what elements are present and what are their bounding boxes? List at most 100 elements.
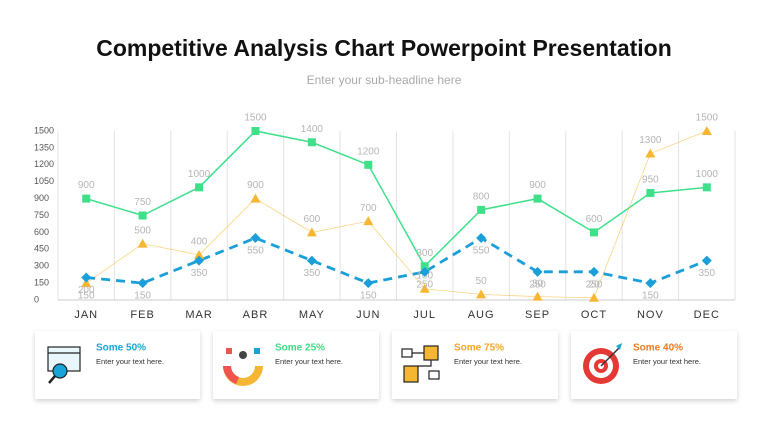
marker (251, 127, 260, 135)
marker (250, 233, 261, 244)
data-label: 800 (473, 192, 490, 203)
data-label: 1000 (188, 169, 211, 180)
x-tick-label: MAR (185, 309, 212, 321)
data-label: 900 (247, 180, 264, 191)
marker (476, 233, 487, 244)
marker (419, 283, 430, 293)
marker (477, 205, 486, 214)
data-label: 400 (191, 237, 208, 248)
marker (701, 126, 712, 135)
marker (420, 262, 429, 271)
y-tick-label: 300 (34, 261, 49, 271)
data-label: 1000 (696, 169, 719, 180)
data-label: 600 (304, 214, 321, 225)
card-text: Enter your text here. (96, 357, 164, 366)
icon (223, 348, 263, 386)
series-line (86, 236, 708, 285)
data-label: 900 (78, 180, 95, 191)
data-label: 600 (586, 214, 603, 225)
card: Some 25% Enter your text here. (213, 331, 379, 399)
cards: Some 50% Enter your text here. Some 25% … (35, 331, 737, 399)
marker (645, 278, 656, 289)
y-tick-label: 900 (34, 193, 49, 203)
marker (364, 160, 373, 169)
marker (588, 292, 599, 302)
series-line (85, 130, 707, 299)
x-tick-label: FEB (130, 309, 154, 321)
data-label: 1400 (301, 124, 324, 135)
data-label: 900 (529, 180, 546, 191)
data-label: 20 (588, 279, 600, 290)
data-label: 1500 (696, 113, 719, 124)
marker (419, 266, 430, 277)
x-tick-label: NOV (637, 309, 664, 321)
card-title: Some 75% (454, 343, 504, 354)
card-text: Enter your text here. (633, 357, 701, 366)
x-tick-label: SEP (525, 309, 550, 321)
x-tick-label: MAY (299, 309, 325, 321)
card-bg (213, 331, 379, 399)
marker (533, 194, 542, 203)
marker (532, 291, 543, 301)
marker (137, 278, 148, 289)
data-label: 30 (532, 278, 544, 289)
data-label: 150 (642, 291, 659, 302)
marker (82, 194, 91, 203)
marker (646, 188, 655, 197)
plot: 0 150 300 450 600 750 900 1050 1200 1350 1500 JAN FE… (34, 113, 736, 321)
series-line (85, 130, 707, 268)
data-label: 1200 (357, 146, 380, 157)
chart-title: Competitive Analysis Chart Powerpoint Pr… (96, 35, 672, 61)
y-tick-label: 600 (34, 227, 49, 237)
card-title: Some 40% (633, 343, 683, 354)
data-label: 50 (476, 276, 488, 287)
card: Some 40% Enter your text here. (571, 331, 737, 399)
marker (306, 255, 317, 266)
x-tick-label: JUL (413, 309, 436, 321)
y-tick-label: 1500 (34, 125, 54, 135)
y-tick-label: 1350 (34, 142, 54, 152)
x-tick-label: JUN (356, 309, 380, 321)
marker (138, 211, 147, 220)
data-label: 550 (473, 246, 490, 257)
data-label: 500 (134, 225, 151, 236)
marker (195, 183, 204, 192)
y-tick-label: 1200 (34, 159, 54, 169)
marker (363, 278, 374, 289)
card-text: Enter your text here. (275, 357, 343, 366)
icon (401, 345, 440, 383)
data-label: 150 (78, 291, 95, 302)
y-tick-label: 0 (34, 294, 39, 304)
x-tick-label: OCT (581, 309, 607, 321)
data-label: 150 (134, 291, 151, 302)
y-tick-label: 750 (34, 210, 49, 220)
data-label: 700 (360, 203, 377, 214)
marker (81, 272, 92, 283)
icon (47, 346, 81, 384)
x-tick-label: AUG (468, 309, 495, 321)
data-label: 250 (529, 279, 546, 290)
data-label: 250 (586, 279, 603, 290)
icon (583, 343, 622, 384)
marker (589, 228, 598, 237)
marker (702, 183, 711, 192)
marker (476, 289, 487, 299)
marker (250, 193, 261, 203)
marker (588, 266, 599, 277)
card: Some 75% Enter your text here. (392, 331, 558, 399)
marker (363, 216, 374, 226)
x-tick-label: DEC (694, 309, 720, 321)
x-tick-label: JAN (74, 309, 98, 321)
marker (307, 138, 316, 147)
y-tick-label: 1050 (34, 176, 54, 186)
data-label: 1500 (244, 113, 267, 124)
data-label: 350 (698, 268, 715, 279)
marker (645, 148, 656, 158)
data-label: 150 (360, 291, 377, 302)
x-tick-label: ABR (243, 309, 269, 321)
marker (81, 278, 92, 288)
marker (306, 227, 317, 237)
data-label: 300 (416, 248, 433, 259)
data-label: 350 (191, 268, 208, 279)
marker (194, 255, 205, 266)
